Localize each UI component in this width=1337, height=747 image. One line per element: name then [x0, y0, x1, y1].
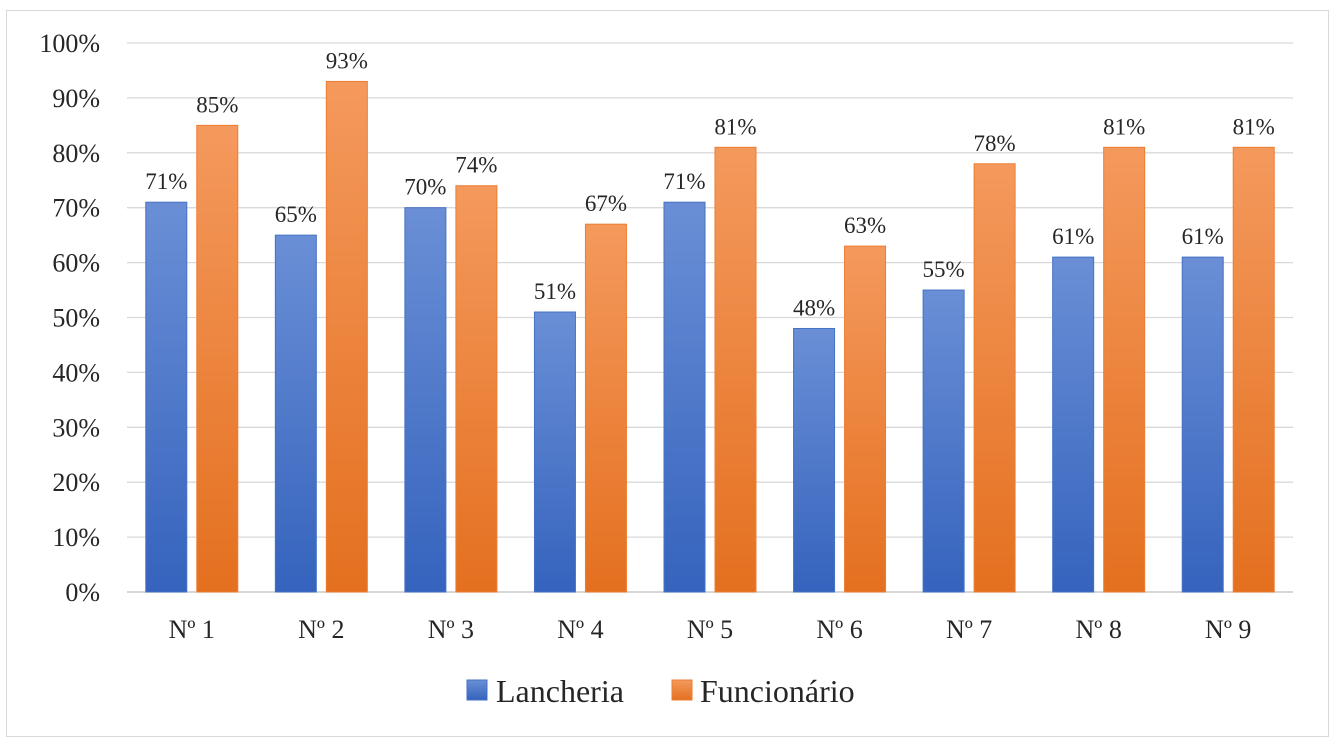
data-label: 78%: [974, 131, 1016, 156]
data-label: 65%: [275, 202, 317, 227]
bar-funcionario: [973, 163, 1016, 593]
data-label: 74%: [455, 153, 497, 178]
bar-lancheria: [922, 289, 965, 593]
data-label: 63%: [844, 213, 886, 238]
data-label: 71%: [145, 169, 187, 194]
y-tick-label: 90%: [52, 84, 100, 113]
data-label: 71%: [663, 169, 705, 194]
bar-lancheria: [274, 234, 317, 593]
bar-lancheria: [663, 201, 706, 593]
data-label: 85%: [196, 92, 238, 117]
gridlines: [127, 42, 1293, 593]
data-label: 51%: [534, 279, 576, 304]
legend-swatch: [671, 679, 693, 701]
bar-lancheria: [1052, 256, 1095, 593]
data-label: 70%: [404, 175, 446, 200]
bar-funcionario: [455, 185, 498, 593]
x-tick-label: Nº 3: [428, 615, 474, 644]
data-label: 93%: [326, 48, 368, 73]
y-tick-label: 70%: [52, 194, 100, 223]
legend-label: Lancheria: [496, 673, 624, 709]
data-label: 61%: [1182, 224, 1224, 249]
x-tick-label: Nº 7: [946, 615, 992, 644]
y-tick-label: 30%: [52, 413, 100, 442]
bars: [145, 80, 1275, 593]
bar-lancheria: [145, 201, 188, 593]
bar-funcionario: [325, 80, 368, 593]
bar-lancheria: [1181, 256, 1224, 593]
data-label: 55%: [923, 257, 965, 282]
y-tick-label: 60%: [52, 249, 100, 278]
data-label: 67%: [585, 191, 627, 216]
x-tick-label: Nº 5: [687, 615, 733, 644]
legend-swatch: [466, 679, 488, 701]
x-tick-label: Nº 8: [1075, 615, 1121, 644]
bar-funcionario: [714, 146, 757, 593]
bar-funcionario: [584, 223, 627, 593]
x-tick-label: Nº 6: [816, 615, 862, 644]
y-tick-label: 50%: [52, 304, 100, 333]
bar-funcionario: [196, 124, 239, 593]
legend-label: Funcionário: [700, 673, 855, 709]
legend: Lancheria Funcionário: [466, 673, 855, 709]
x-tick-label: Nº 1: [169, 615, 215, 644]
bar-funcionario: [1232, 146, 1275, 593]
y-axis-ticks: 0% 10% 20% 30% 40% 50% 60% 70% 80% 90% 100%: [39, 29, 100, 607]
y-tick-label: 100%: [39, 29, 100, 58]
x-axis-ticks: Nº 1 Nº 2 Nº 3 Nº 4 Nº 5 Nº 6 Nº 7 Nº 8 Nº 9: [169, 615, 1252, 644]
y-tick-label: 80%: [52, 139, 100, 168]
x-tick-label: Nº 2: [298, 615, 344, 644]
x-tick-label: Nº 4: [557, 615, 603, 644]
data-label: 81%: [1103, 114, 1145, 139]
data-label: 61%: [1052, 224, 1094, 249]
bar-lancheria: [404, 207, 447, 593]
bar-funcionario: [844, 245, 887, 593]
y-tick-label: 40%: [52, 358, 100, 387]
y-tick-label: 20%: [52, 468, 100, 497]
bar-funcionario: [1103, 146, 1146, 593]
data-label: 81%: [1233, 114, 1275, 139]
data-label: 81%: [714, 114, 756, 139]
data-label: 48%: [793, 295, 835, 320]
x-tick-label: Nº 9: [1205, 615, 1251, 644]
bar-lancheria: [533, 311, 576, 593]
y-tick-label: 0%: [65, 578, 100, 607]
data-labels: 71% 85% 65% 93% 70% 74% 51% 67% 71% 81% 48% 63% 55% 7…: [145, 48, 1275, 320]
y-tick-label: 10%: [52, 523, 100, 552]
bar-lancheria: [793, 327, 836, 593]
